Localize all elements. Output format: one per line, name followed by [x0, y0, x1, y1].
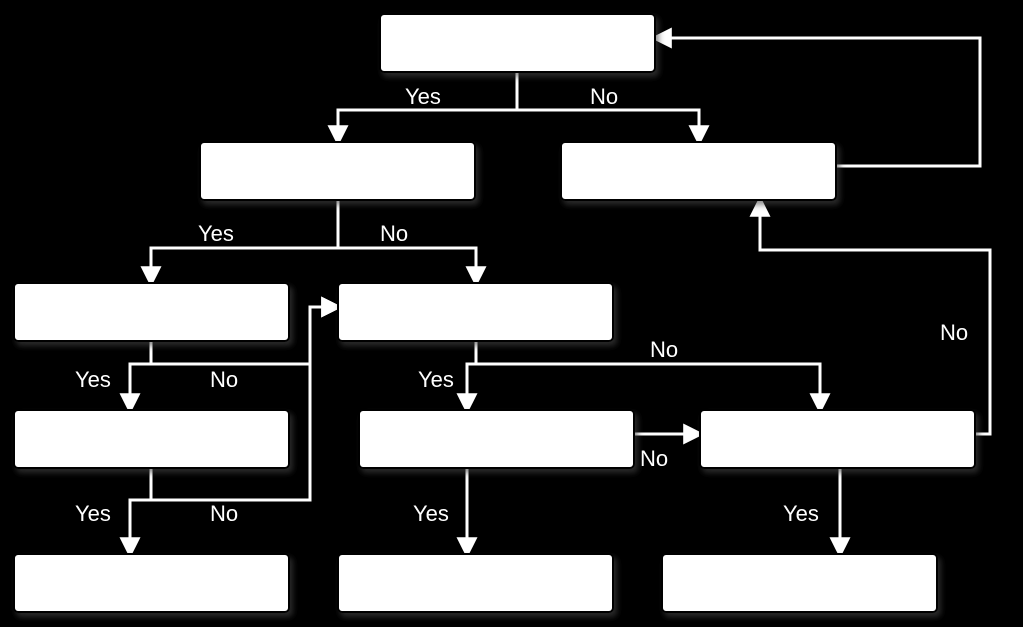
- flowchart-canvas: Yes No Yes No Yes No Yes No Yes No Yes No Yes No: [0, 0, 1023, 627]
- flow-node: [380, 14, 655, 72]
- flow-node: [359, 410, 634, 468]
- flow-node: [561, 142, 836, 200]
- edge-label: Yes: [413, 501, 449, 526]
- edge-label: No: [380, 221, 408, 246]
- edge-label: No: [210, 367, 238, 392]
- flow-node: [14, 554, 289, 612]
- flow-node: [700, 410, 975, 468]
- flow-node: [338, 283, 613, 341]
- edge-label: No: [640, 446, 668, 471]
- flow-node: [14, 283, 289, 341]
- edge-label: No: [590, 84, 618, 109]
- edge-label: No: [650, 337, 678, 362]
- edge-label: No: [940, 320, 968, 345]
- edge-label: No: [210, 501, 238, 526]
- edge-label: Yes: [405, 84, 441, 109]
- edge-label: Yes: [783, 501, 819, 526]
- flow-node: [662, 554, 937, 612]
- flow-node: [14, 410, 289, 468]
- edge-label: Yes: [198, 221, 234, 246]
- edge-label: Yes: [418, 367, 454, 392]
- flow-node: [338, 554, 613, 612]
- edge-label: Yes: [75, 367, 111, 392]
- flow-node: [200, 142, 475, 200]
- edge-label: Yes: [75, 501, 111, 526]
